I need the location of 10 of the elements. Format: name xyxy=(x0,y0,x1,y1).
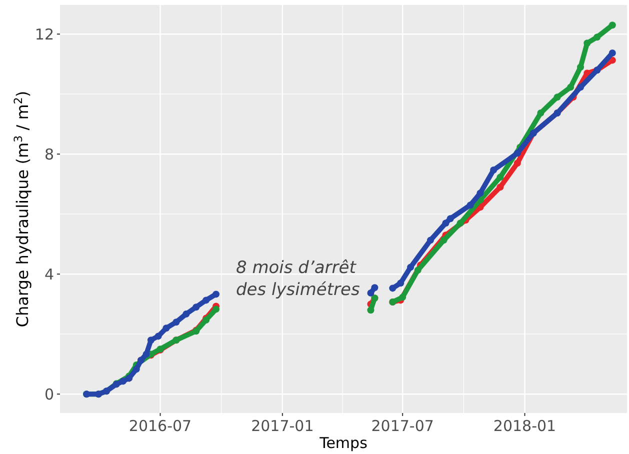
y-tick-label: 0 xyxy=(44,385,54,404)
x-tick-label: 2018-01 xyxy=(493,417,556,435)
y-tick-label: 12 xyxy=(34,25,54,44)
x-tick-label: 2017-07 xyxy=(371,417,434,435)
x-tick-label: 2017-01 xyxy=(251,417,314,435)
x-tick-label: 2016-07 xyxy=(128,417,192,435)
y-tick-label: 4 xyxy=(44,265,54,284)
y-tick-label: 8 xyxy=(44,145,54,164)
annotation: 8 mois d’arrêt des lysimétres xyxy=(236,258,360,300)
x-axis-title: Temps xyxy=(318,434,368,452)
